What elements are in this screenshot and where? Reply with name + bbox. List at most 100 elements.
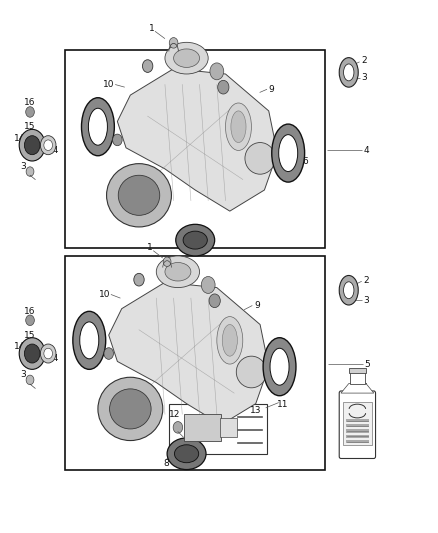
Ellipse shape [165, 263, 191, 281]
Text: 10: 10 [103, 80, 115, 89]
Circle shape [26, 107, 34, 117]
Text: 6: 6 [303, 157, 308, 166]
Circle shape [26, 315, 34, 326]
Ellipse shape [73, 311, 106, 369]
Bar [346, 435, 369, 438]
Bar [350, 372, 365, 384]
Ellipse shape [44, 140, 53, 150]
Bar [343, 401, 372, 445]
Ellipse shape [339, 276, 358, 305]
Ellipse shape [19, 338, 45, 369]
Text: 2: 2 [361, 56, 367, 66]
Text: 1: 1 [149, 23, 155, 33]
Ellipse shape [167, 438, 206, 470]
Bar [66, 256, 325, 470]
Ellipse shape [40, 344, 56, 363]
Text: 7: 7 [83, 110, 89, 119]
Text: 11: 11 [277, 400, 289, 409]
Text: 17: 17 [357, 383, 369, 392]
Ellipse shape [279, 135, 298, 172]
Text: 3: 3 [21, 162, 26, 171]
Text: 8: 8 [163, 459, 169, 469]
Ellipse shape [176, 224, 215, 256]
Bar [349, 368, 366, 373]
Text: 9: 9 [92, 123, 97, 132]
Text: 4: 4 [363, 146, 369, 155]
Circle shape [142, 60, 153, 72]
Circle shape [163, 257, 171, 266]
Ellipse shape [118, 175, 160, 215]
Bar [346, 424, 369, 427]
Ellipse shape [343, 64, 354, 81]
Text: 3: 3 [363, 296, 369, 305]
Ellipse shape [263, 338, 296, 395]
Text: 5: 5 [364, 360, 370, 369]
Circle shape [201, 277, 215, 293]
Ellipse shape [217, 317, 243, 364]
Circle shape [210, 63, 224, 80]
Text: 14: 14 [14, 342, 26, 351]
Ellipse shape [88, 108, 107, 145]
Text: 8: 8 [194, 238, 199, 247]
Polygon shape [341, 384, 374, 393]
Text: 9: 9 [254, 301, 260, 310]
Bar [220, 418, 237, 437]
Ellipse shape [40, 136, 56, 155]
Bar [169, 403, 267, 454]
Circle shape [104, 348, 113, 359]
Bar [346, 440, 369, 443]
Bar [184, 414, 221, 441]
Ellipse shape [236, 356, 267, 388]
Ellipse shape [245, 142, 275, 174]
Bar [346, 430, 369, 433]
Ellipse shape [339, 58, 358, 87]
Ellipse shape [272, 124, 304, 182]
Text: 14: 14 [14, 134, 26, 143]
Ellipse shape [183, 231, 207, 249]
Text: 10: 10 [99, 290, 110, 299]
Text: 3: 3 [21, 369, 26, 378]
Text: 9: 9 [268, 85, 274, 94]
Text: 14: 14 [48, 146, 60, 155]
Polygon shape [109, 282, 269, 425]
Text: 9: 9 [86, 328, 92, 337]
Ellipse shape [270, 348, 289, 385]
Circle shape [169, 38, 178, 48]
Ellipse shape [156, 256, 200, 288]
Circle shape [26, 167, 34, 176]
Ellipse shape [343, 282, 354, 298]
Text: 3: 3 [361, 73, 367, 82]
Text: 14: 14 [48, 354, 60, 364]
Ellipse shape [231, 111, 246, 142]
Ellipse shape [44, 348, 53, 359]
Bar [66, 50, 325, 248]
Ellipse shape [174, 445, 199, 463]
Circle shape [26, 375, 34, 385]
Circle shape [209, 294, 220, 308]
Ellipse shape [25, 344, 40, 363]
Ellipse shape [106, 164, 171, 227]
Circle shape [173, 422, 183, 433]
Ellipse shape [222, 325, 237, 356]
Circle shape [113, 134, 122, 146]
Text: 16: 16 [24, 99, 36, 108]
Ellipse shape [81, 98, 114, 156]
Text: 6: 6 [280, 359, 286, 368]
Circle shape [134, 273, 144, 286]
Ellipse shape [19, 130, 45, 161]
FancyBboxPatch shape [339, 391, 375, 458]
Ellipse shape [165, 42, 208, 74]
Ellipse shape [226, 103, 251, 150]
Circle shape [218, 80, 229, 94]
Ellipse shape [98, 377, 163, 441]
Ellipse shape [80, 322, 99, 359]
Text: 2: 2 [363, 276, 369, 285]
Polygon shape [117, 69, 277, 211]
Text: 7: 7 [83, 317, 89, 326]
Text: 16: 16 [24, 307, 36, 316]
Text: 1: 1 [147, 243, 153, 252]
Text: 15: 15 [24, 330, 36, 340]
Ellipse shape [25, 136, 40, 155]
Bar [346, 419, 369, 422]
Ellipse shape [173, 49, 200, 67]
